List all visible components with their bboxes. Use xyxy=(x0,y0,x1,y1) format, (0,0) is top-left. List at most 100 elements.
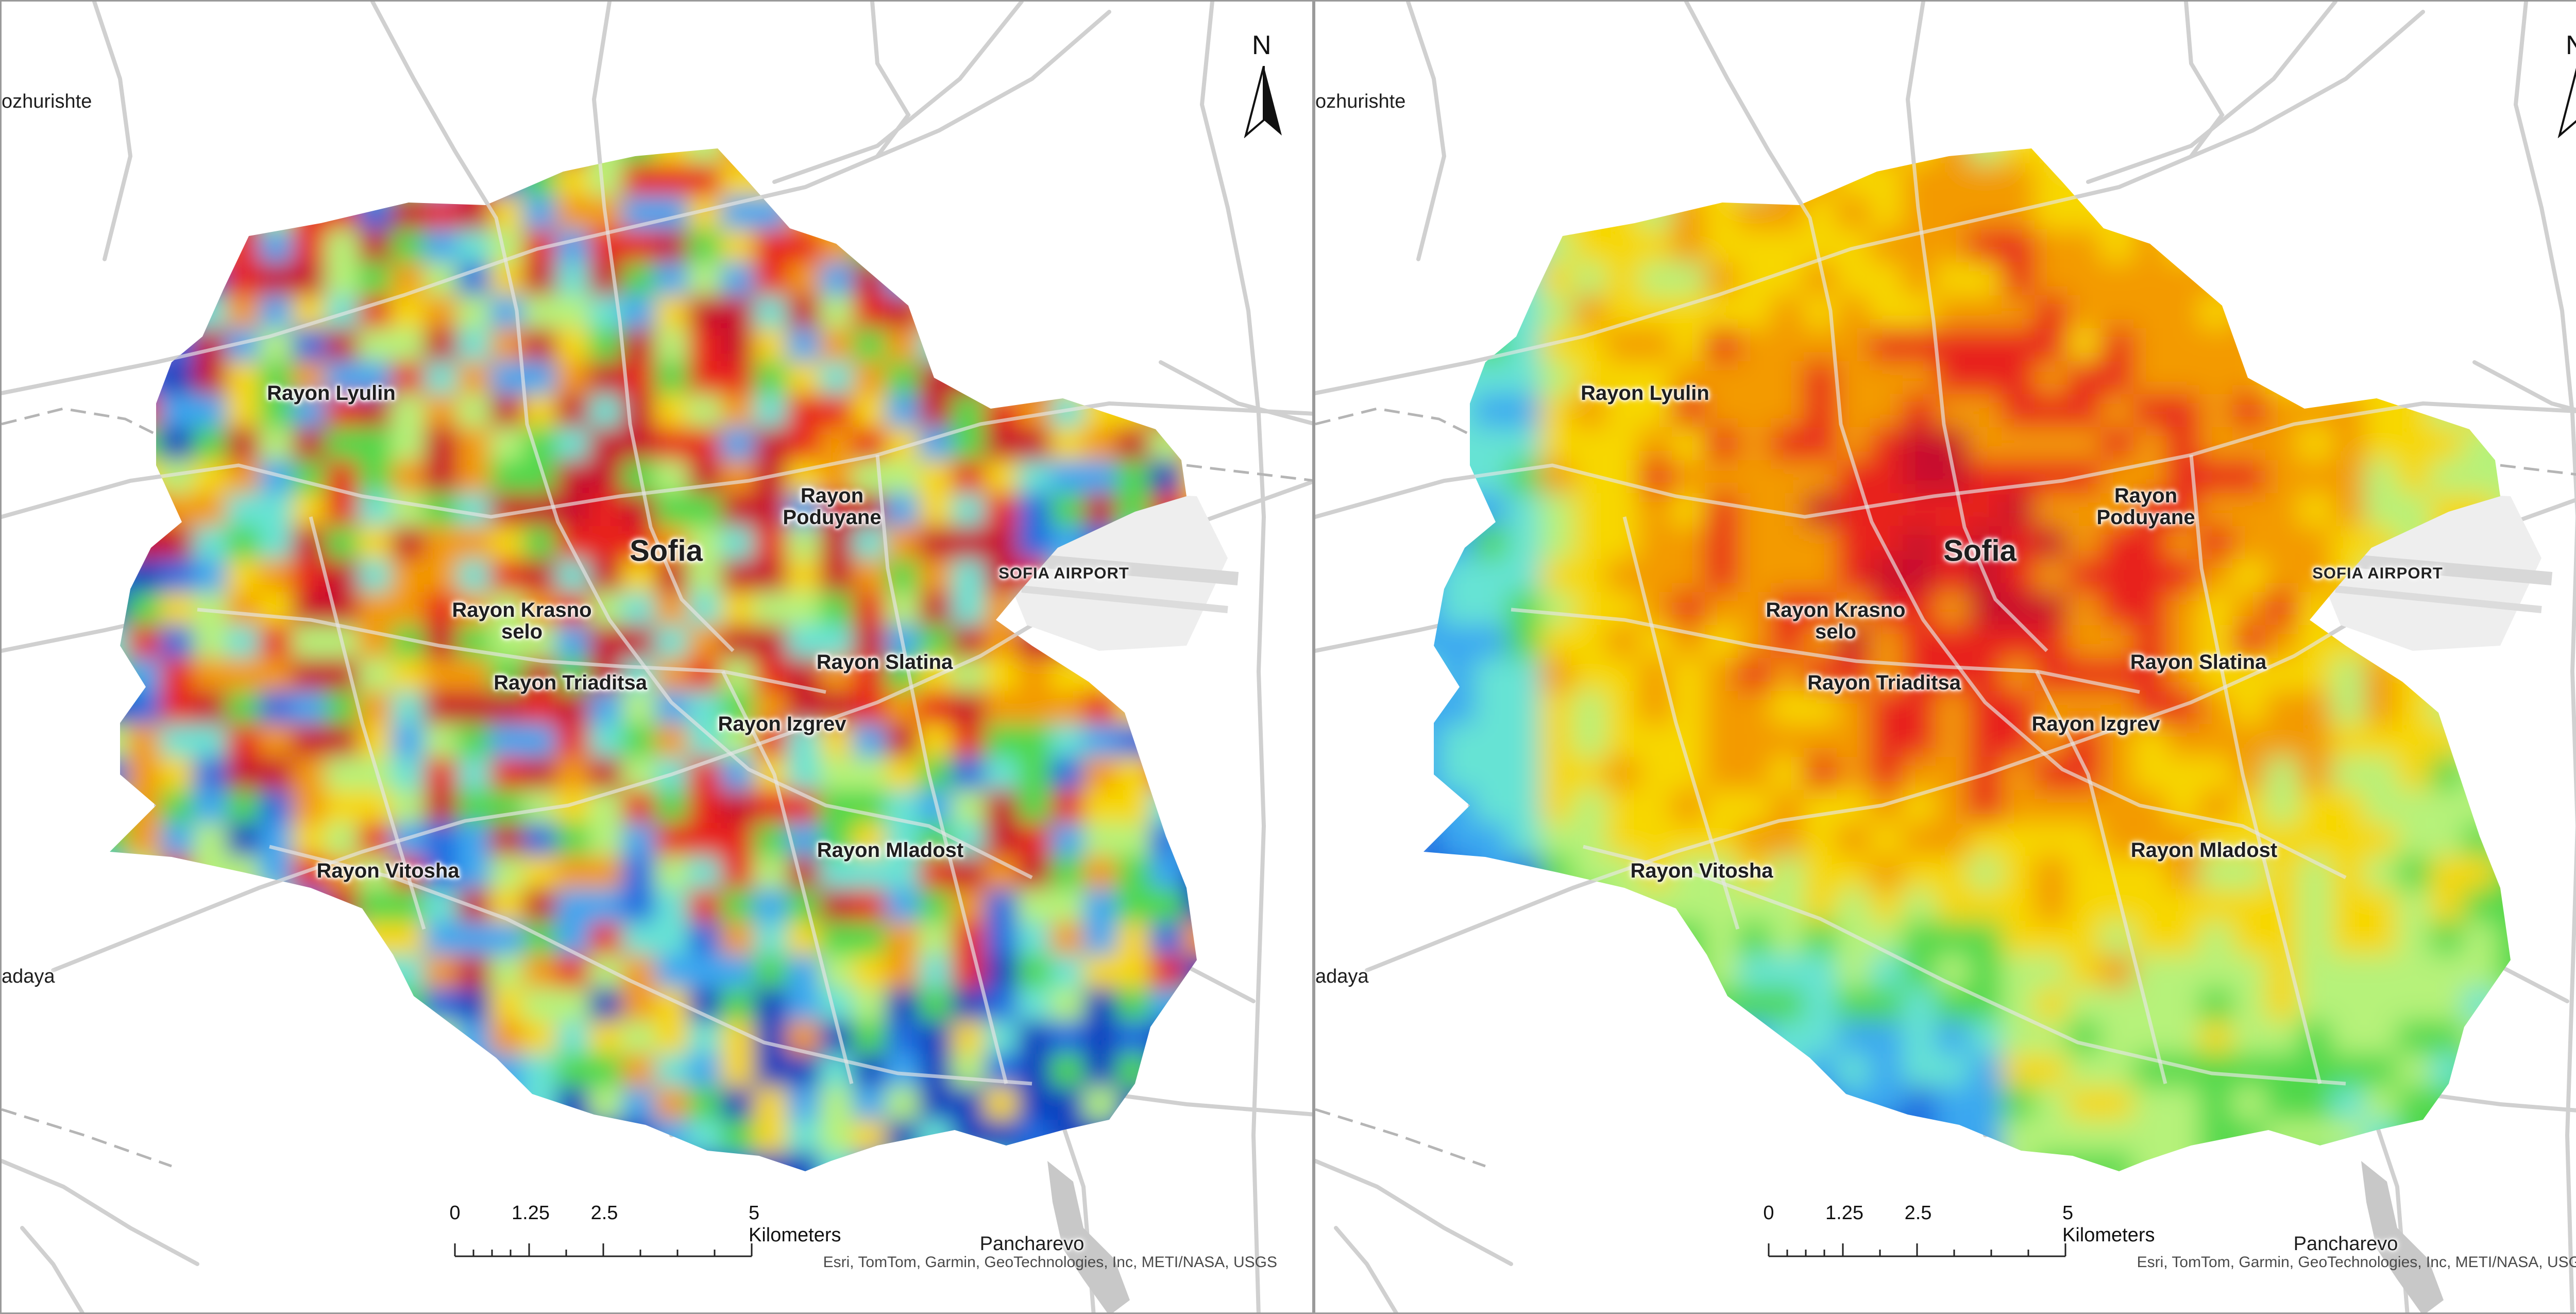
surface-cell xyxy=(2100,394,2134,428)
surface-cell xyxy=(1639,757,1673,791)
scale-label-2-5: 2.5 xyxy=(590,1202,618,1224)
surface-cell xyxy=(754,1021,788,1055)
surface-cell xyxy=(2232,229,2266,263)
surface-cell xyxy=(655,196,689,230)
surface-cell xyxy=(259,592,293,626)
surface-cell xyxy=(2496,1054,2511,1088)
scale-bar: 0 1.25 2.5 5 Kilometers xyxy=(1758,1202,2155,1264)
surface-cell xyxy=(2298,724,2332,758)
surface-cell xyxy=(1050,1087,1084,1121)
surface-cell xyxy=(490,1153,524,1171)
surface-cell xyxy=(391,148,425,164)
surface-cell xyxy=(1705,988,1739,1022)
surface-cell xyxy=(2529,361,2563,395)
surface-cell xyxy=(1705,1153,1739,1171)
surface-cell xyxy=(1606,889,1640,923)
surface-cell xyxy=(754,328,788,362)
surface-cell xyxy=(1837,163,1871,197)
surface-cell xyxy=(919,229,953,263)
surface-cell xyxy=(754,1153,788,1171)
surface-cell xyxy=(1573,592,1607,626)
surface-cell xyxy=(1771,856,1805,890)
surface-cell xyxy=(1083,361,1117,395)
surface-cell xyxy=(2035,1153,2069,1171)
surface-cell xyxy=(919,394,953,428)
surface-cell xyxy=(2529,460,2563,494)
surface-cell xyxy=(1116,229,1150,263)
surface-cell xyxy=(1639,1153,1673,1171)
surface-cell xyxy=(358,559,392,593)
surface-cell xyxy=(1083,262,1117,296)
surface-cell xyxy=(457,856,491,890)
surface-cell xyxy=(1050,988,1084,1022)
surface-cell xyxy=(193,955,227,989)
surface-cell xyxy=(1606,1120,1640,1154)
surface-cell xyxy=(1837,1120,1871,1154)
surface-cell xyxy=(1870,691,1904,725)
surface-cell xyxy=(589,823,623,857)
surface-cell xyxy=(754,361,788,395)
surface-cell xyxy=(820,889,854,923)
surface-cell xyxy=(2232,262,2266,296)
surface-cell xyxy=(1474,148,1508,164)
surface-cell xyxy=(358,394,392,428)
surface-cell xyxy=(2397,1021,2431,1055)
surface-cell xyxy=(1903,262,1937,296)
surface-cell xyxy=(1441,955,1475,989)
surface-cell xyxy=(1936,724,1970,758)
surface-cell xyxy=(259,1120,293,1154)
surface-cell xyxy=(2364,427,2398,461)
surface-cell xyxy=(160,361,194,395)
surface-cell xyxy=(1474,988,1508,1022)
surface-cell xyxy=(1540,922,1574,956)
surface-cell xyxy=(2199,229,2233,263)
surface-cell xyxy=(2430,1021,2464,1055)
surface-cell xyxy=(127,1186,161,1220)
surface-cell xyxy=(2298,328,2332,362)
surface-cell xyxy=(490,493,524,527)
surface-cell xyxy=(1149,394,1183,428)
surface-cell xyxy=(1474,1054,1508,1088)
surface-cell xyxy=(1738,1120,1772,1154)
surface-cell xyxy=(2529,1120,2563,1154)
surface-cell xyxy=(2166,328,2200,362)
surface-cell xyxy=(1969,196,2003,230)
place-label-rayon-izgrev: Rayon Izgrev xyxy=(718,713,846,735)
surface-cell xyxy=(1540,1087,1574,1121)
surface-cell xyxy=(787,955,821,989)
surface-cell xyxy=(1018,163,1052,197)
surface-cell xyxy=(193,1120,227,1154)
scale-label-5-km: 5 Kilometers xyxy=(2062,1202,2155,1246)
surface-cell xyxy=(1837,955,1871,989)
north-arrow-icon xyxy=(2557,68,2576,138)
surface-cell xyxy=(457,229,491,263)
surface-cell xyxy=(259,757,293,791)
surface-cell xyxy=(622,790,656,824)
surface-cell xyxy=(556,295,590,329)
surface-cell xyxy=(2265,1120,2299,1154)
surface-cell xyxy=(556,196,590,230)
surface-cell xyxy=(919,361,953,395)
surface-cell xyxy=(985,955,1019,989)
surface-cell xyxy=(1182,394,1197,428)
place-label-pancharevo: Pancharevo xyxy=(979,1233,1084,1255)
surface-cell xyxy=(1639,790,1673,824)
surface-cell xyxy=(1969,295,2003,329)
surface-cell xyxy=(1738,163,1772,197)
surface-cell xyxy=(1705,427,1739,461)
surface-cell xyxy=(952,625,986,659)
surface-cell xyxy=(622,1120,656,1154)
surface-cell xyxy=(1573,988,1607,1022)
surface-cell xyxy=(2298,1120,2332,1154)
surface-cell xyxy=(1705,229,1739,263)
surface-cell xyxy=(1441,625,1475,659)
surface-cell xyxy=(2035,823,2069,857)
surface-cell xyxy=(2265,625,2299,659)
surface-cell xyxy=(1804,148,1838,164)
surface-cell xyxy=(226,229,260,263)
surface-cell xyxy=(2496,328,2511,362)
surface-cell xyxy=(2364,460,2398,494)
surface-cell xyxy=(655,889,689,923)
surface-cell xyxy=(2331,922,2365,956)
surface-cell xyxy=(1870,427,1904,461)
